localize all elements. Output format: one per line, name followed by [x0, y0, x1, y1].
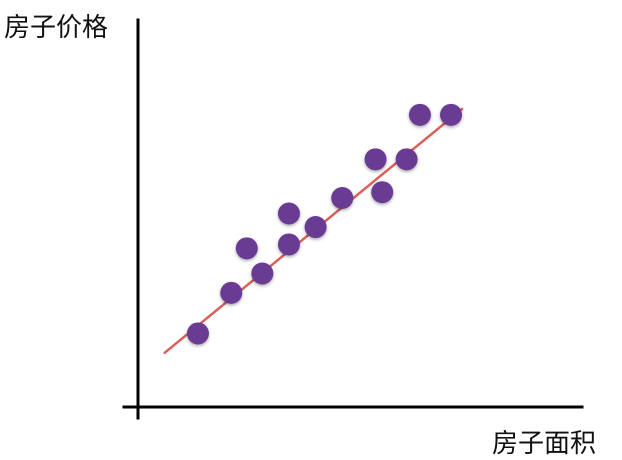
data-point-1	[186, 322, 209, 345]
data-point-8	[331, 187, 354, 210]
data-point-4	[251, 262, 274, 285]
x-axis-label: 房子面积	[492, 429, 596, 459]
data-point-11	[395, 148, 418, 171]
data-point-3	[235, 237, 258, 260]
data-point-2	[220, 281, 243, 304]
data-point-12	[408, 103, 431, 126]
data-point-7	[304, 216, 327, 239]
y-axis-label: 房子价格	[4, 13, 108, 43]
data-point-6	[277, 202, 300, 225]
data-point-9	[364, 148, 387, 171]
data-point-5	[277, 233, 300, 256]
data-point-10	[371, 181, 394, 204]
data-points	[186, 103, 463, 345]
data-point-13	[440, 103, 463, 126]
